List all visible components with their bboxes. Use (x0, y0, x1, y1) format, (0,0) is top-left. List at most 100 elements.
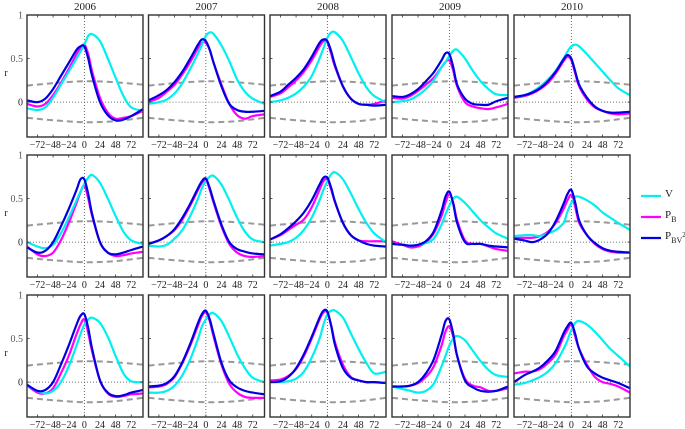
lower-bound-line (392, 396, 508, 404)
legend: V PB PBV2 (641, 188, 685, 245)
x-tick-label: 24 (216, 420, 226, 429)
y-tick-label: 0.5 (11, 54, 24, 65)
x-tick-label: −72 (30, 280, 46, 291)
x-tick-label: −24 (304, 280, 320, 291)
x-tick-label: 72 (126, 420, 136, 429)
x-tick-label: −24 (426, 280, 442, 291)
lower-bound-line (514, 396, 630, 404)
legend-label: PB (665, 209, 676, 224)
series-line-pbv2 (148, 38, 265, 113)
series-line-pbv2 (514, 321, 630, 390)
series-line-pb (148, 311, 265, 399)
y-axis-label: r (4, 208, 8, 219)
upper-bound-line (148, 360, 265, 367)
series-line-pbv2 (270, 175, 386, 248)
x-tick-label: −72 (151, 420, 167, 429)
panel-frame (147, 294, 266, 418)
series-line-pb (392, 58, 508, 111)
x-tick-label: −24 (61, 280, 77, 291)
x-tick-label: 72 (126, 140, 136, 151)
x-tick-label: 24 (582, 420, 592, 429)
upper-bound-line (392, 360, 508, 367)
x-tick-label: −48 (288, 140, 304, 151)
series-line-pbv2 (392, 317, 508, 393)
panel-frame (269, 154, 387, 278)
x-tick-label: 72 (369, 280, 379, 291)
series-line-v (27, 32, 143, 112)
y-tick-label: 0 (18, 98, 23, 109)
x-tick-label: −72 (395, 420, 411, 429)
upper-bound-line (27, 220, 143, 227)
y-tick-label: 1 (18, 151, 23, 162)
x-tick-label: 72 (491, 420, 501, 429)
series-line-pb (514, 55, 630, 116)
series-line-v (270, 30, 386, 104)
legend-label: PBV2 (665, 230, 685, 245)
x-tick-label: −72 (273, 420, 289, 429)
series-line-pbv2 (270, 38, 386, 107)
panel-frame (391, 154, 509, 278)
lower-bound-line (270, 396, 386, 404)
x-tick-label: −24 (304, 420, 320, 429)
panel-2009-row-1: −72 −48 −24 0 24 48 72 (391, 14, 509, 151)
x-tick-label: 48 (598, 420, 608, 429)
x-tick-label: 24 (338, 280, 348, 291)
panel-frame (26, 154, 144, 278)
series-line-v (514, 319, 630, 386)
x-tick-label: 0 (325, 420, 330, 429)
x-tick-label: −48 (532, 280, 548, 291)
x-tick-label: −72 (273, 140, 289, 151)
upper-bound-line (514, 220, 630, 227)
series-line-pb (270, 39, 386, 106)
column-title-2010: 2010 (561, 1, 584, 13)
x-tick-label: 0 (325, 280, 330, 291)
x-tick-label: −48 (45, 420, 61, 429)
x-tick-label: −72 (30, 140, 46, 151)
x-tick-label: −24 (304, 140, 320, 151)
series-line-v (148, 311, 265, 394)
y-tick-label: 1 (18, 291, 23, 302)
x-tick-label: −72 (395, 140, 411, 151)
x-tick-label: −48 (410, 140, 426, 151)
y-axis-label: r (4, 68, 8, 79)
x-tick-label: 24 (460, 140, 470, 151)
x-tick-label: 48 (598, 140, 608, 151)
series-line-pbv2 (514, 53, 630, 114)
panel-2010-row-1: −72 −48 −24 0 24 48 72 (513, 14, 631, 151)
panel-2008-row-2: −72 −48 −24 0 24 48 72 (269, 154, 387, 291)
x-tick-label: −72 (395, 280, 411, 291)
series-line-pbv2 (392, 190, 508, 249)
x-tick-label: 48 (232, 420, 242, 429)
series-line-pb (392, 325, 508, 393)
series-line-v (270, 171, 386, 247)
column-title-2006: 2006 (74, 1, 97, 13)
series-line-pbv2 (270, 308, 386, 385)
x-tick-label: 24 (338, 140, 348, 151)
x-tick-label: 0 (203, 420, 208, 429)
series-line-v (392, 334, 508, 394)
series-line-pbv2 (148, 309, 265, 396)
lower-bound-line (148, 256, 265, 264)
x-tick-label: 48 (354, 140, 364, 151)
lower-bound-line (148, 116, 265, 124)
x-tick-label: 0 (569, 140, 574, 151)
series-line-pbv2 (514, 188, 630, 254)
x-tick-label: −72 (151, 280, 167, 291)
y-tick-label: 0.5 (11, 194, 24, 205)
panel-frame (26, 14, 144, 138)
x-tick-label: 72 (491, 280, 501, 291)
x-tick-label: 48 (476, 140, 486, 151)
lower-bound-line (514, 116, 630, 124)
x-tick-label: 48 (476, 420, 486, 429)
y-axis-label: r (4, 348, 8, 359)
x-tick-label: 0 (447, 280, 452, 291)
lower-bound-line (392, 116, 508, 124)
x-tick-label: −48 (45, 280, 61, 291)
lower-bound-line (514, 256, 630, 264)
panel-2008-row-1: −72 −48 −24 0 24 48 72 (269, 14, 387, 151)
series-line-v (148, 174, 265, 248)
x-tick-label: 0 (82, 140, 87, 151)
panel-2009-row-3: −72 −48 −24 0 24 48 72 (391, 294, 509, 429)
x-tick-label: −72 (273, 280, 289, 291)
series-line-v (270, 308, 386, 384)
